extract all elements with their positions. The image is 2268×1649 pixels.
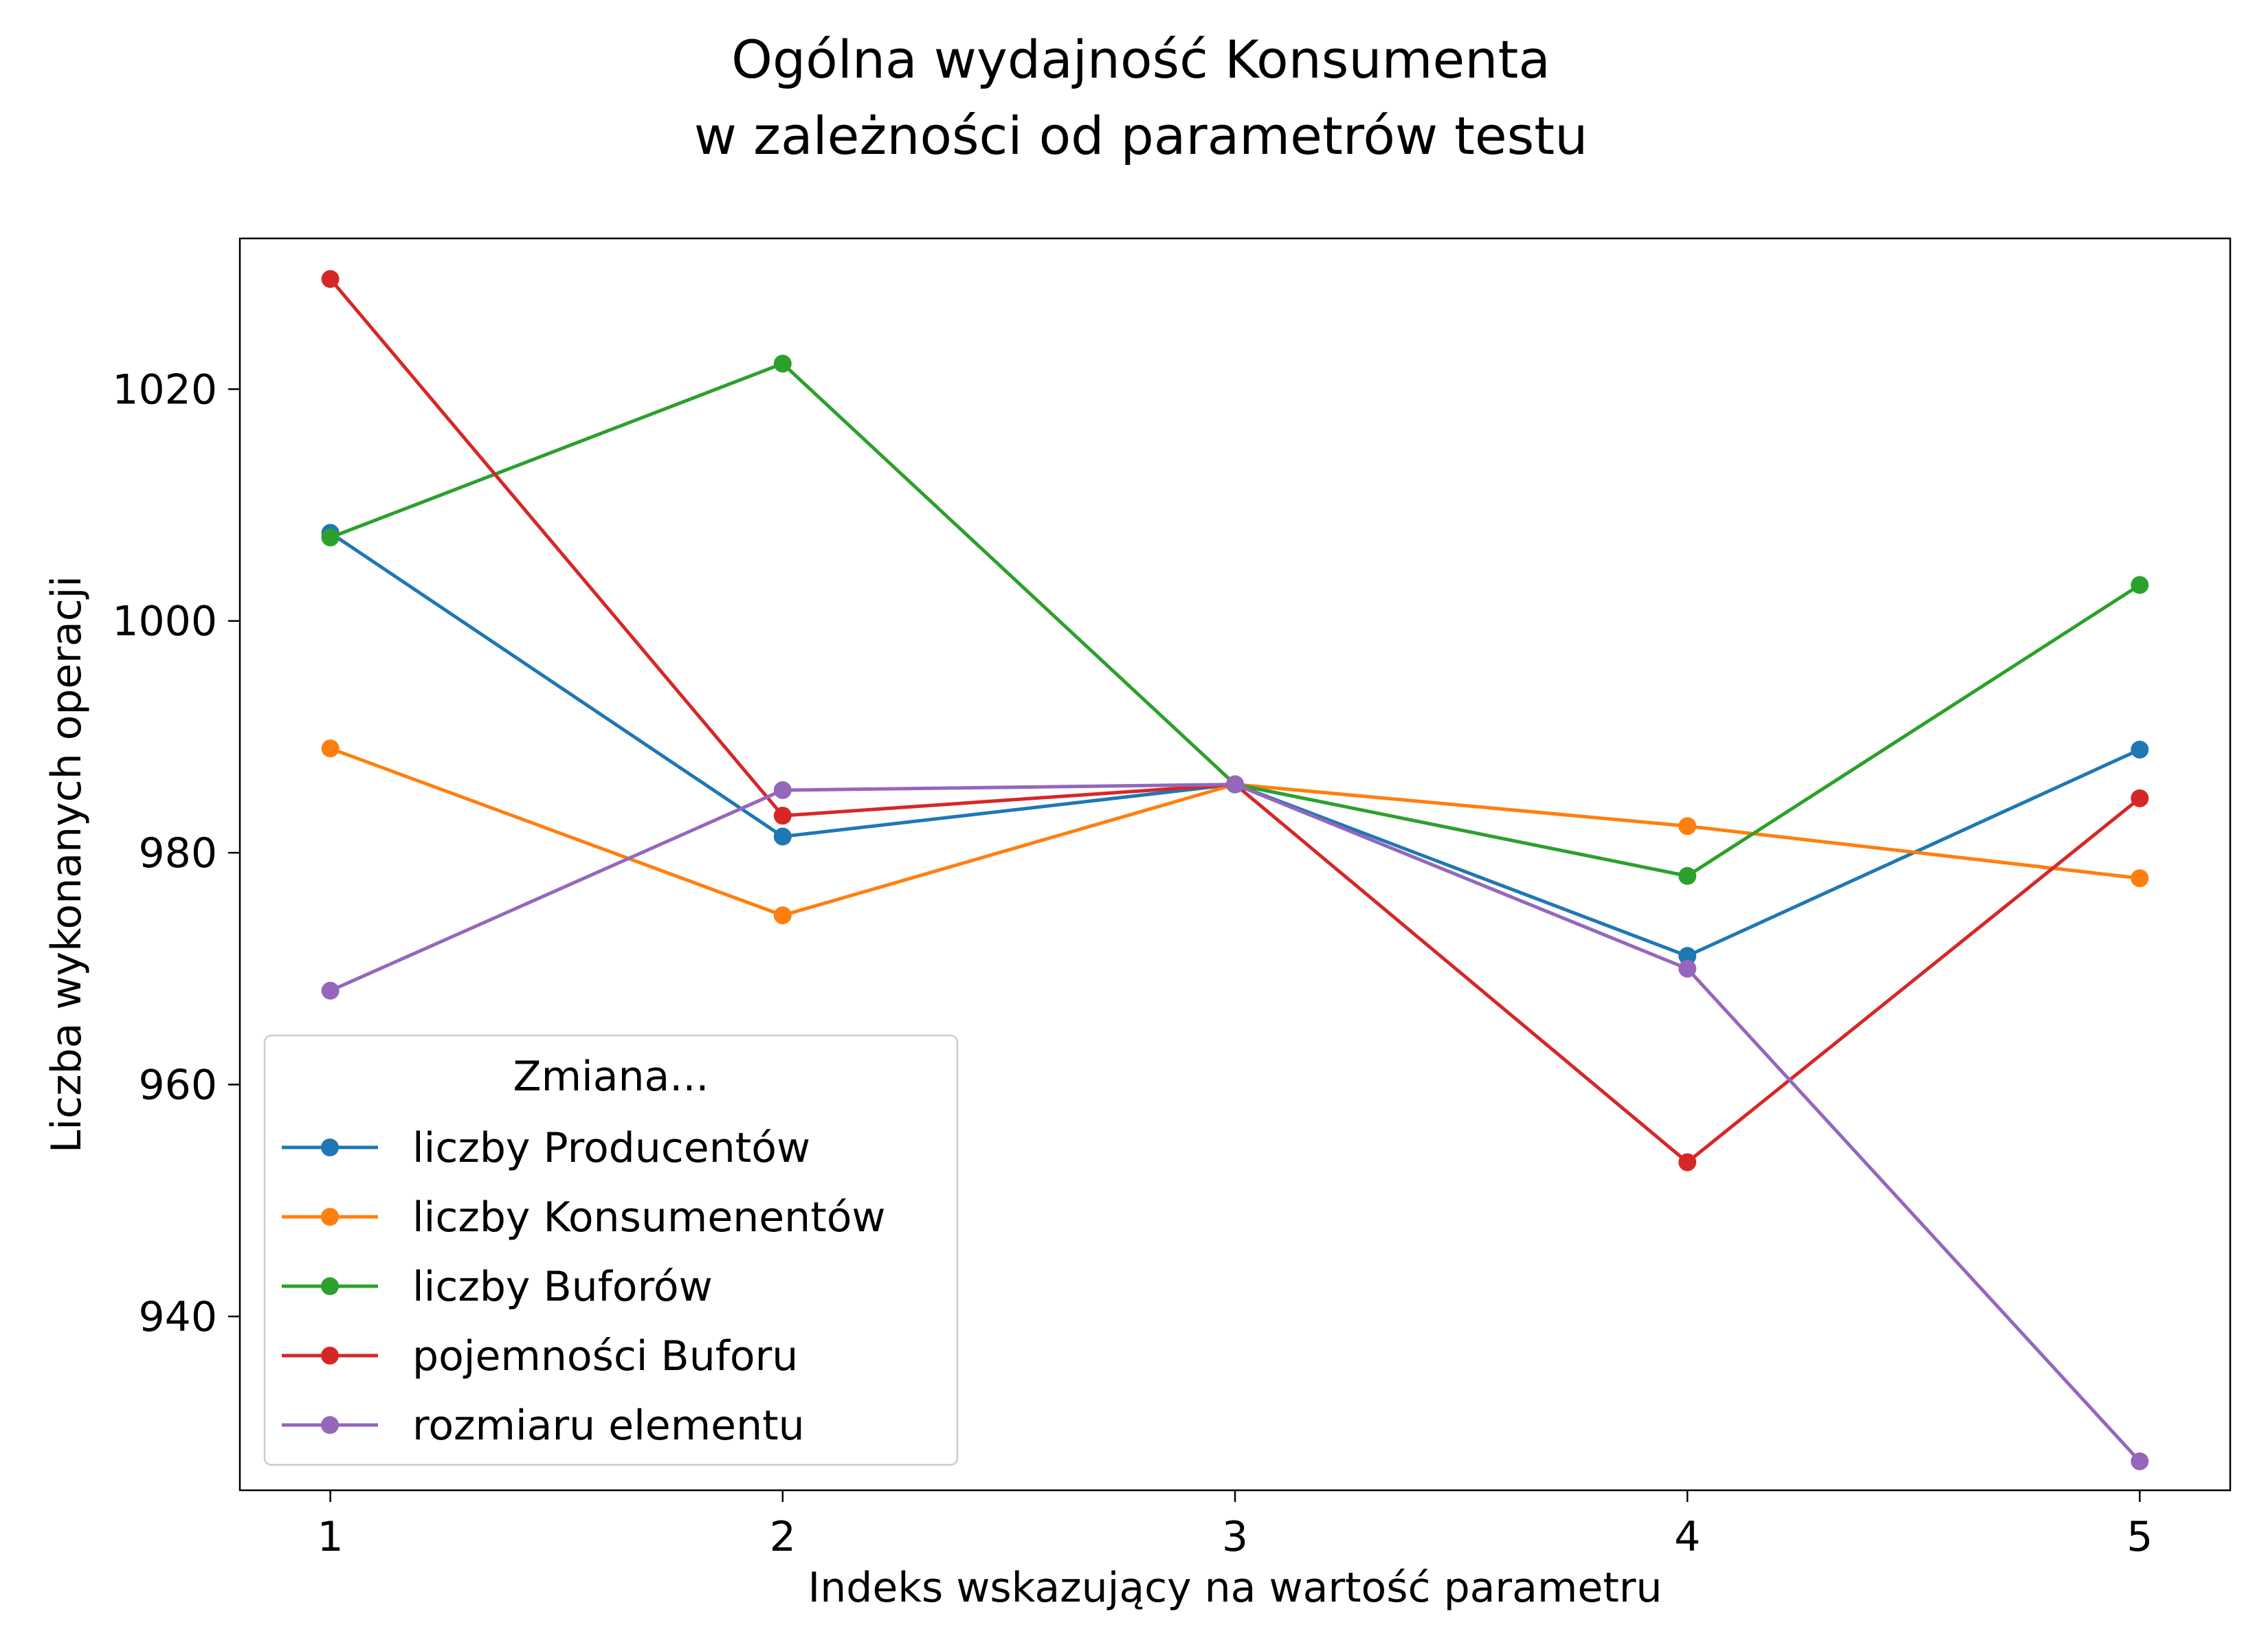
- legend-swatch-marker: [321, 1416, 339, 1434]
- chart-title-line1: Ogólna wydajność Konsumenta: [731, 29, 1550, 90]
- data-point-5: [321, 981, 340, 1000]
- y-axis-label: Liczba wykonanych operacji: [43, 576, 91, 1153]
- y-tick-label: 1000: [112, 598, 217, 646]
- series-line-4: [329, 278, 2141, 1165]
- data-point-3: [2131, 576, 2149, 594]
- legend-label: liczby Konsumenentów: [412, 1193, 886, 1242]
- legend-item: liczby Producentów: [282, 1124, 810, 1172]
- legend-box: [263, 1034, 959, 1466]
- y-tick-label: 980: [138, 829, 217, 877]
- legend-label: liczby Producentów: [412, 1124, 810, 1172]
- legend-title: Zmiana...: [513, 1053, 709, 1101]
- y-tick-label: 960: [138, 1062, 217, 1110]
- x-axis: 1 2 3 4 5: [318, 1490, 2153, 1561]
- data-point-5: [773, 781, 792, 800]
- legend-swatch-marker: [321, 1138, 339, 1156]
- data-point-4: [1678, 1153, 1697, 1171]
- data-point-5: [1678, 959, 1697, 978]
- data-point-4: [773, 807, 792, 825]
- x-tick-label: 5: [2126, 1513, 2153, 1561]
- legend-swatch-marker: [321, 1208, 339, 1226]
- y-axis: 940 960 980 1000 1020: [112, 366, 240, 1341]
- legend: Zmiana... liczby Producentów liczby Konsu…: [263, 1034, 959, 1466]
- data-point-2: [321, 739, 340, 758]
- data-point-2: [2131, 869, 2149, 888]
- legend-item: rozmiaru elementu: [282, 1402, 805, 1450]
- legend-swatch-marker: [321, 1347, 339, 1365]
- plot-area: [321, 270, 2149, 1470]
- x-tick-label: 3: [1222, 1513, 1248, 1561]
- y-tick-label: 940: [138, 1293, 217, 1341]
- legend-item: pojemności Buforu: [282, 1332, 798, 1380]
- x-tick-label: 4: [1674, 1513, 1700, 1561]
- data-point-1: [1678, 947, 1697, 965]
- legend-entries: liczby Producentów liczby Konsumenentów li…: [282, 1124, 886, 1450]
- series-line-2: [329, 746, 2140, 917]
- data-point-4: [321, 270, 340, 289]
- data-point-2: [1678, 817, 1697, 835]
- data-point-1: [2131, 740, 2149, 759]
- data-point-5: [2131, 1452, 2149, 1470]
- chart-title-line2: w zależności od parametrów testu: [694, 105, 1588, 166]
- legend-label: rozmiaru elementu: [412, 1402, 805, 1450]
- data-point-5: [1226, 775, 1244, 794]
- legend-swatch-marker: [321, 1277, 339, 1295]
- x-tick-label: 1: [318, 1513, 344, 1561]
- series-line-3: [329, 361, 2141, 878]
- data-point-3: [321, 528, 340, 547]
- legend-label: pojemności Buforu: [412, 1332, 798, 1380]
- legend-item: liczby Konsumenentów: [282, 1193, 886, 1242]
- data-point-3: [1678, 866, 1697, 885]
- x-axis-label: Indeks wskazujący na wartość parametru: [808, 1564, 1663, 1612]
- x-tick-label: 2: [770, 1513, 796, 1561]
- legend-label: liczby Buforów: [412, 1263, 713, 1311]
- data-point-1: [773, 827, 792, 846]
- data-point-2: [773, 906, 792, 925]
- y-tick-label: 1020: [112, 366, 217, 414]
- data-point-4: [2131, 789, 2149, 807]
- series-line-1: [329, 531, 2141, 958]
- data-point-3: [773, 355, 792, 373]
- legend-item: liczby Buforów: [282, 1263, 713, 1311]
